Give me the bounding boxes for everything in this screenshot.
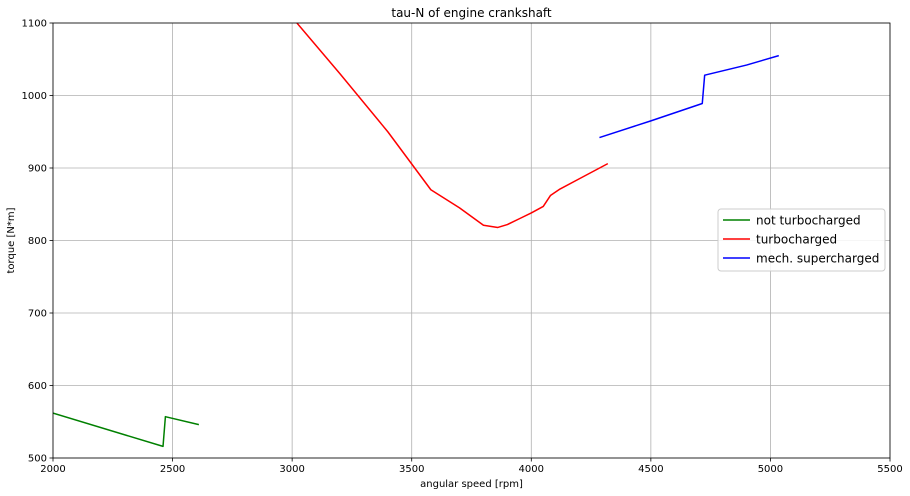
- x-tick-label: 2500: [160, 464, 185, 475]
- x-tick-label: 2000: [40, 464, 65, 475]
- series-layer: [53, 23, 780, 448]
- legend-box: [717, 208, 886, 272]
- legend-label: turbocharged: [756, 233, 837, 247]
- y-tick-label: 500: [28, 454, 47, 465]
- x-tick-label: 5500: [877, 464, 902, 475]
- x-tick-label: 3000: [279, 464, 304, 475]
- x-tick-label: 4000: [519, 464, 544, 475]
- y-tick-label: 600: [28, 381, 47, 392]
- x-tick-label: 4500: [638, 464, 663, 475]
- series-line-mech-supercharged: [599, 54, 780, 139]
- legend: not turbocharged turbocharged mech. superc…: [717, 208, 886, 272]
- x-axis-label: angular speed [rpm]: [420, 479, 523, 490]
- y-tick-label: 700: [28, 309, 47, 320]
- legend-label: mech. supercharged: [756, 252, 879, 266]
- series-line-not-turbocharged: [53, 412, 200, 448]
- series-line-turbocharged: [296, 23, 609, 229]
- y-tick-label: 1000: [22, 91, 47, 102]
- y-axis-ticks: 500 600 700 800 900 1000 1100: [22, 19, 53, 465]
- x-tick-label: 3500: [399, 464, 424, 475]
- y-tick-label: 800: [28, 236, 47, 247]
- x-axis-ticks: 2000 2500 3000 3500 4000 4500 5000 5500: [40, 458, 903, 475]
- x-tick-label: 5000: [758, 464, 783, 475]
- chart-title: tau-N of engine crankshaft: [391, 6, 552, 20]
- y-tick-label: 900: [28, 164, 47, 175]
- y-tick-label: 1100: [22, 19, 47, 30]
- legend-label: not turbocharged: [756, 214, 861, 228]
- y-axis-label: torque [N*m]: [6, 207, 17, 273]
